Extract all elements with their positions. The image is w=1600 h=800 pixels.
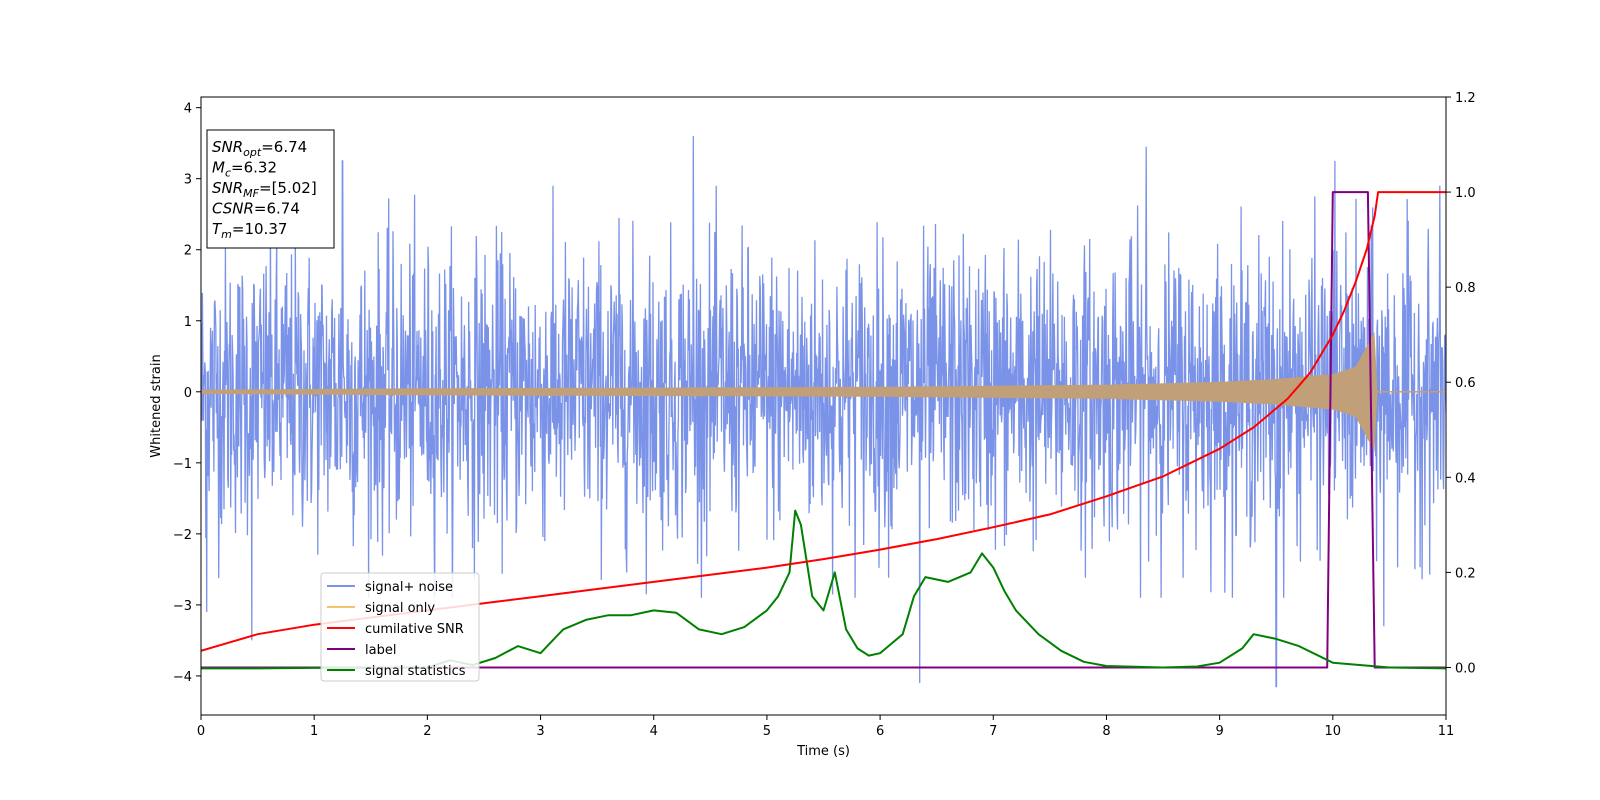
y2-tick-label: 0.0 xyxy=(1455,661,1476,676)
annotation-line: SNRopt=6.74 xyxy=(212,138,307,159)
y-tick-label: 1 xyxy=(184,315,192,330)
y2-tick-label: 1.0 xyxy=(1455,186,1476,201)
y-tick-label: 2 xyxy=(184,244,192,259)
x-tick-label: 5 xyxy=(763,724,771,739)
axes: 0 1 2 3 4 5 6 7 8 9 10 1143210−1−2−3−41.21.00.80.60… xyxy=(173,91,1476,739)
x-tick-label: 10 xyxy=(1325,724,1342,739)
x-tick-label: 9 xyxy=(1215,724,1223,739)
y2-tick-label: 1.2 xyxy=(1455,91,1476,106)
y-tick-label: 3 xyxy=(184,173,192,188)
y2-tick-label: 0.8 xyxy=(1455,281,1476,296)
annotation-box-frame xyxy=(206,129,335,249)
x-tick-label: 0 xyxy=(197,724,205,739)
x-tick-label: 8 xyxy=(1102,724,1110,739)
series-signal-statistics xyxy=(201,509,1446,670)
annotation-line: SNRMF=[5.02] xyxy=(212,179,317,200)
y-tick-label: −2 xyxy=(173,528,192,543)
annotation-line: Tm=10.37 xyxy=(212,220,287,241)
x-tick-label: 3 xyxy=(536,724,544,739)
y-tick-label: −1 xyxy=(173,457,192,472)
x-tick-label: 7 xyxy=(989,724,997,739)
series-signal-only xyxy=(201,331,1446,452)
plot-area xyxy=(201,136,1446,688)
y-tick-label: −3 xyxy=(173,599,192,614)
x-tick-label: 2 xyxy=(423,724,431,739)
series-signal-noise xyxy=(201,136,1446,688)
x-tick-label: 6 xyxy=(876,724,884,739)
legend-label: signal+ noise xyxy=(365,580,453,595)
axes-frame xyxy=(200,96,1447,716)
x-tick-label: 1 xyxy=(310,724,318,739)
annotation-line: CSNR=6.74 xyxy=(212,200,300,218)
x-tick-label: 11 xyxy=(1438,724,1455,739)
legend-label: signal statistics xyxy=(365,664,466,679)
y2-tick-label: 0.2 xyxy=(1455,566,1476,581)
legend-label: signal only xyxy=(365,601,435,616)
legend: signal+ noise signal only cumilative SNR la… xyxy=(320,572,480,682)
legend-label: cumilative SNR xyxy=(365,622,464,637)
y-tick-label: 4 xyxy=(184,102,192,117)
y-axis-label: Whitened strain xyxy=(149,354,164,457)
y-tick-label: 0 xyxy=(184,386,192,401)
series-group xyxy=(201,136,1446,688)
legend-frame xyxy=(320,572,480,682)
y-tick-label: −4 xyxy=(173,670,192,685)
x-tick-label: 4 xyxy=(650,724,658,739)
x-axis-label: Time (s) xyxy=(796,744,850,759)
annotation-line: Mc=6.32 xyxy=(212,159,277,180)
legend-label: label xyxy=(365,643,396,658)
y2-tick-label: 0.4 xyxy=(1455,471,1476,486)
y2-tick-label: 0.6 xyxy=(1455,376,1476,391)
